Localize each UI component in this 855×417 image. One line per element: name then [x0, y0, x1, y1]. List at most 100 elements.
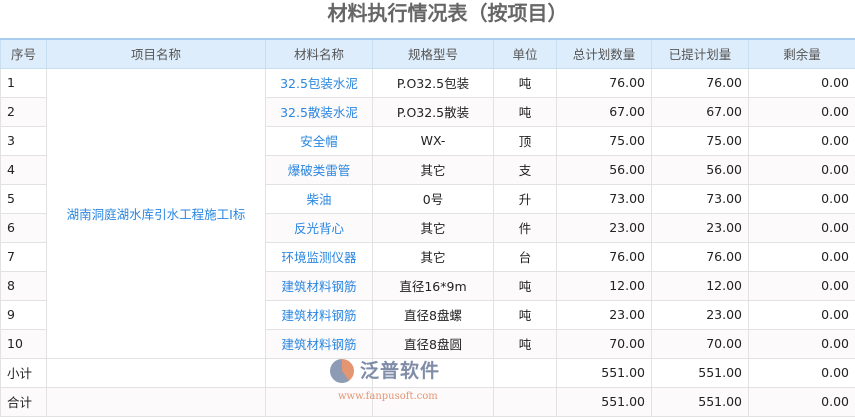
material-name-link[interactable]: 安全帽 — [266, 126, 373, 155]
remaining-cell: 0.00 — [749, 387, 855, 416]
unit-cell: 台 — [494, 242, 557, 271]
empty-cell — [47, 358, 266, 387]
unit-cell: 升 — [494, 184, 557, 213]
material-name-link[interactable]: 柴油 — [266, 184, 373, 213]
material-name-link[interactable]: 环境监测仪器 — [266, 242, 373, 271]
empty-cell — [494, 387, 557, 416]
remaining-cell: 0.00 — [749, 68, 855, 97]
remaining-cell: 0.00 — [749, 271, 855, 300]
planned-cell: 56.00 — [652, 155, 749, 184]
column-header[interactable]: 项目名称 — [47, 39, 266, 68]
material-name-link[interactable]: 建筑材料钢筋 — [266, 329, 373, 358]
remaining-cell: 0.00 — [749, 155, 855, 184]
column-header[interactable]: 材料名称 — [266, 39, 373, 68]
empty-cell — [373, 358, 494, 387]
total-plan-cell: 23.00 — [557, 300, 652, 329]
total-plan-cell: 551.00 — [557, 358, 652, 387]
column-header[interactable]: 已提计划量 — [652, 39, 749, 68]
unit-cell: 吨 — [494, 97, 557, 126]
unit-cell: 件 — [494, 213, 557, 242]
row-number: 9 — [1, 300, 47, 329]
remaining-cell: 0.00 — [749, 213, 855, 242]
column-header[interactable]: 总计划数量 — [557, 39, 652, 68]
remaining-cell: 0.00 — [749, 300, 855, 329]
spec-cell: P.O32.5包装 — [373, 68, 494, 97]
spec-cell: 直径16*9m — [373, 271, 494, 300]
material-name-link[interactable]: 32.5散装水泥 — [266, 97, 373, 126]
remaining-cell: 0.00 — [749, 126, 855, 155]
planned-cell: 12.00 — [652, 271, 749, 300]
spec-cell: 直径8盘螺 — [373, 300, 494, 329]
total-plan-cell: 73.00 — [557, 184, 652, 213]
row-number: 5 — [1, 184, 47, 213]
total-plan-cell: 70.00 — [557, 329, 652, 358]
remaining-cell: 0.00 — [749, 184, 855, 213]
unit-cell: 吨 — [494, 68, 557, 97]
empty-cell — [373, 387, 494, 416]
unit-cell: 吨 — [494, 329, 557, 358]
planned-cell: 23.00 — [652, 213, 749, 242]
unit-cell: 吨 — [494, 271, 557, 300]
material-name-link[interactable]: 爆破类雷管 — [266, 155, 373, 184]
total-plan-cell: 12.00 — [557, 271, 652, 300]
material-name-link[interactable]: 建筑材料钢筋 — [266, 271, 373, 300]
spec-cell: 其它 — [373, 213, 494, 242]
planned-cell: 76.00 — [652, 242, 749, 271]
total-plan-cell: 76.00 — [557, 242, 652, 271]
project-name-cell[interactable]: 湖南洞庭湖水库引水工程施工I标 — [47, 68, 266, 358]
remaining-cell: 0.00 — [749, 329, 855, 358]
column-header[interactable]: 序号 — [1, 39, 47, 68]
row-number: 2 — [1, 97, 47, 126]
column-header[interactable]: 规格型号 — [373, 39, 494, 68]
remaining-cell: 0.00 — [749, 358, 855, 387]
row-number: 7 — [1, 242, 47, 271]
total-plan-cell: 56.00 — [557, 155, 652, 184]
planned-cell: 67.00 — [652, 97, 749, 126]
planned-cell: 23.00 — [652, 300, 749, 329]
row-number: 6 — [1, 213, 47, 242]
planned-cell: 70.00 — [652, 329, 749, 358]
empty-cell — [266, 387, 373, 416]
column-header[interactable]: 剩余量 — [749, 39, 855, 68]
page-title: 材料执行情况表（按项目） — [0, 0, 855, 38]
spec-cell: WX- — [373, 126, 494, 155]
planned-cell: 75.00 — [652, 126, 749, 155]
material-name-link[interactable]: 建筑材料钢筋 — [266, 300, 373, 329]
spec-cell: 其它 — [373, 242, 494, 271]
header-row: 序号项目名称材料名称规格型号单位总计划数量已提计划量剩余量 — [1, 39, 855, 68]
row-number: 1 — [1, 68, 47, 97]
unit-cell: 吨 — [494, 300, 557, 329]
empty-cell — [47, 387, 266, 416]
planned-cell: 551.00 — [652, 358, 749, 387]
row-number: 3 — [1, 126, 47, 155]
spec-cell: 0号 — [373, 184, 494, 213]
remaining-cell: 0.00 — [749, 97, 855, 126]
spec-cell: 其它 — [373, 155, 494, 184]
grandtotal-label: 合计 — [1, 387, 47, 416]
unit-cell: 顶 — [494, 126, 557, 155]
subtotal-label: 小计 — [1, 358, 47, 387]
row-number: 8 — [1, 271, 47, 300]
row-number: 4 — [1, 155, 47, 184]
unit-cell: 支 — [494, 155, 557, 184]
total-plan-cell: 23.00 — [557, 213, 652, 242]
material-name-link[interactable]: 反光背心 — [266, 213, 373, 242]
empty-cell — [266, 358, 373, 387]
total-plan-cell: 75.00 — [557, 126, 652, 155]
spec-cell: P.O32.5散装 — [373, 97, 494, 126]
material-name-link[interactable]: 32.5包装水泥 — [266, 68, 373, 97]
remaining-cell: 0.00 — [749, 242, 855, 271]
planned-cell: 551.00 — [652, 387, 749, 416]
total-plan-cell: 76.00 — [557, 68, 652, 97]
empty-cell — [494, 358, 557, 387]
total-plan-cell: 67.00 — [557, 97, 652, 126]
planned-cell: 76.00 — [652, 68, 749, 97]
total-plan-cell: 551.00 — [557, 387, 652, 416]
spec-cell: 直径8盘圆 — [373, 329, 494, 358]
row-number: 10 — [1, 329, 47, 358]
column-header[interactable]: 单位 — [494, 39, 557, 68]
